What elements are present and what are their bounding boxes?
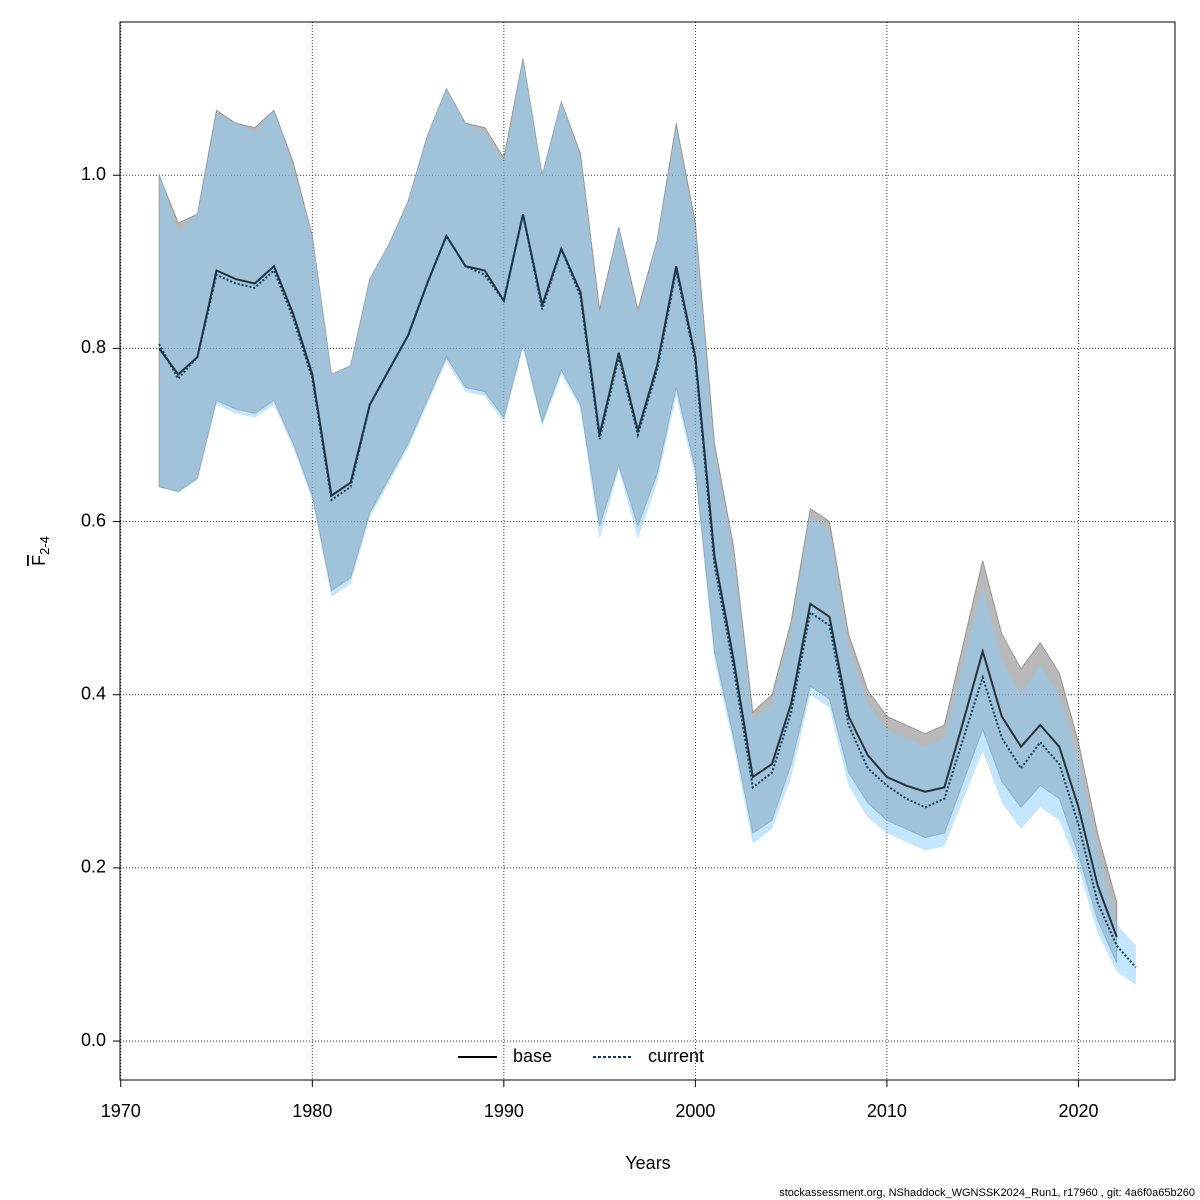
legend-label: base — [513, 1046, 552, 1066]
confidence-band — [159, 58, 1136, 985]
line — [158, 213, 1118, 938]
y-tick-label: 1.0 — [81, 164, 106, 184]
x-axis-label: Years — [625, 1153, 670, 1173]
y-tick-label: 0.0 — [81, 1030, 106, 1050]
legend-label: current — [648, 1046, 704, 1066]
x-tick-label: 2010 — [867, 1101, 907, 1121]
x-tick-label: 1970 — [101, 1101, 141, 1121]
x-tick-label: 2000 — [675, 1101, 715, 1121]
y-tick-label: 0.6 — [81, 510, 106, 530]
footer: stockassessment.org, NShaddock_WGNSSK202… — [779, 1187, 1195, 1199]
y-tick-label: 0.8 — [81, 337, 106, 357]
y-axis-label-main: F — [29, 555, 49, 566]
y-axis-label: F2-4 — [29, 536, 53, 566]
y-tick-label: 0.2 — [81, 857, 106, 877]
x-tick-label: 2020 — [1058, 1101, 1098, 1121]
line — [158, 213, 1137, 969]
plot-frame — [119, 21, 1176, 1081]
x-tick-label: 1990 — [484, 1101, 524, 1121]
y-axis-label-sub: 2-4 — [37, 536, 52, 555]
x-tick-label: 1980 — [292, 1101, 332, 1121]
y-tick-label: 0.4 — [81, 683, 106, 703]
